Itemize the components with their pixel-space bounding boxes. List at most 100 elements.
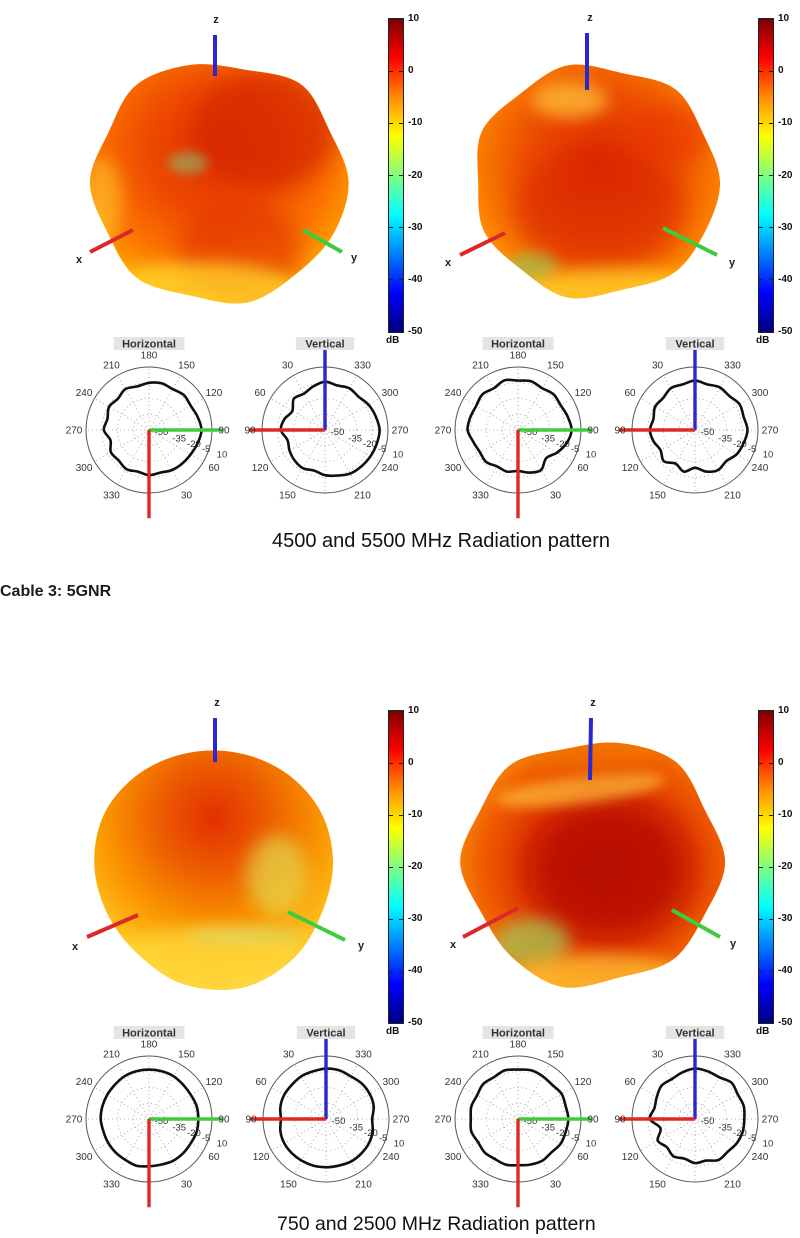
svg-text:90: 90 <box>244 426 256 437</box>
colorbar-tick-label: -20 <box>408 169 423 181</box>
polar-radial-labels: -50-35 -20 -5 10 <box>524 427 597 461</box>
y-axis-line <box>287 910 346 942</box>
svg-text:-20: -20 <box>556 1128 570 1139</box>
polar-angle-labels: 180 210 240 270 300 330 30 60 90 120 150 <box>66 351 230 502</box>
polar-title: Vertical <box>305 339 344 351</box>
svg-text:300: 300 <box>752 388 769 399</box>
svg-text:300: 300 <box>76 463 93 474</box>
colorbar-gradient <box>758 18 774 333</box>
svg-text:150: 150 <box>279 490 296 501</box>
svg-text:60: 60 <box>208 1152 220 1163</box>
svg-text:30: 30 <box>282 361 294 372</box>
svg-text:30: 30 <box>550 490 562 501</box>
x-axis-line <box>462 906 519 939</box>
svg-text:120: 120 <box>206 388 223 399</box>
colorbar-tick <box>759 175 763 176</box>
radiation-3d-plot-5500mhz: z x y <box>445 12 736 299</box>
svg-text:-5: -5 <box>202 444 210 455</box>
colorbar-tick-label: -30 <box>778 221 793 233</box>
svg-text:90: 90 <box>614 1115 626 1126</box>
colorbar-tick-label: 0 <box>408 757 414 768</box>
colorbar-tick <box>769 918 773 920</box>
svg-text:300: 300 <box>76 1152 93 1163</box>
svg-text:-35: -35 <box>718 1122 732 1133</box>
svg-text:120: 120 <box>575 388 592 399</box>
svg-text:-35: -35 <box>348 433 362 444</box>
svg-text:210: 210 <box>103 361 120 372</box>
z-axis-label: z <box>214 697 220 709</box>
polar-plot-horizontal-5500mhz: -50-35 -20 -5 10 180 210 240 270 300 330 30 60 90 120… <box>435 337 599 519</box>
colorbar-tick <box>759 710 763 712</box>
svg-text:270: 270 <box>435 426 452 437</box>
radiation-3d-plot-4500mhz: z x y <box>76 14 358 304</box>
svg-text:30: 30 <box>181 1179 193 1190</box>
svg-text:-20: -20 <box>364 1128 378 1139</box>
colorbar-tick <box>389 1022 393 1024</box>
y-axis-label: y <box>358 940 365 952</box>
svg-text:90: 90 <box>218 1115 230 1126</box>
svg-text:300: 300 <box>445 463 462 474</box>
colorbar-tick <box>389 970 393 972</box>
svg-text:210: 210 <box>472 361 489 372</box>
colorbar-tick <box>389 122 393 124</box>
x-axis-label: x <box>76 254 83 266</box>
polar-title: Vertical <box>306 1028 345 1040</box>
svg-text:-35: -35 <box>172 433 186 444</box>
svg-text:-35: -35 <box>349 1122 363 1133</box>
svg-text:330: 330 <box>103 490 120 501</box>
colorbar-tick <box>769 970 773 972</box>
colorbar-tick <box>389 710 393 712</box>
svg-text:150: 150 <box>547 361 564 372</box>
polar-title: Horizontal <box>122 1028 176 1040</box>
polar-plot-horizontal-4500mhz: -50-35 -20 -5 10 180 210 240 270 300 330 30 60 90 120… <box>66 337 230 519</box>
svg-text:150: 150 <box>649 490 666 501</box>
svg-text:10: 10 <box>217 450 228 461</box>
svg-text:180: 180 <box>141 1040 158 1051</box>
colorbar-tick <box>769 331 773 333</box>
x-axis-line <box>459 231 506 257</box>
polar-angle-labels: 180 210 240 270 300 330 30 60 90 120 150 <box>435 1040 599 1191</box>
radiation-pattern-curve <box>466 378 573 474</box>
colorbar-tick-label: -50 <box>778 326 793 337</box>
svg-text:-50: -50 <box>524 427 538 438</box>
svg-text:180: 180 <box>141 351 158 362</box>
z-axis-line <box>588 717 593 781</box>
polar-title-background <box>665 1026 725 1039</box>
polar-plot-horizontal-750mhz: -50-35 -20 -5 10 180 210 240 270 300 330 30 60 90 120… <box>66 1026 230 1208</box>
colorbar-tick <box>399 331 403 333</box>
svg-text:270: 270 <box>762 1115 779 1126</box>
z-axis-label: z <box>590 697 596 709</box>
colorbar-tick <box>759 227 763 229</box>
colorbar-tick <box>759 866 763 868</box>
svg-text:330: 330 <box>472 1179 489 1190</box>
colorbar-tick-label: -40 <box>408 273 423 285</box>
colorbar-tick <box>759 122 763 124</box>
svg-text:-5: -5 <box>748 444 756 455</box>
colorbar-tick <box>399 866 403 868</box>
colorbar-tick <box>759 918 763 920</box>
radiation-3d-plot-2500mhz: z x y <box>450 697 737 988</box>
polar-plot-vertical-750mhz: -50-35 -20 -5 10 30 60 90 120 150 210 240 270 300 330… <box>245 1026 410 1190</box>
colorbar-gradient <box>388 18 404 333</box>
svg-text:-35: -35 <box>541 433 555 444</box>
colorbar-tick-label: 10 <box>778 705 790 716</box>
polar-title: Vertical <box>675 339 714 351</box>
y-axis-label: y <box>729 257 736 269</box>
svg-text:-20: -20 <box>187 1128 201 1139</box>
colorbar-tick <box>389 866 393 868</box>
colorbar-tick <box>389 175 393 176</box>
polar-title-background <box>665 337 725 350</box>
svg-text:-20: -20 <box>187 439 201 450</box>
colorbar-gradient <box>758 710 774 1024</box>
svg-text:330: 330 <box>354 361 371 372</box>
colorbar-tick <box>399 762 403 764</box>
svg-text:270: 270 <box>435 1115 452 1126</box>
colorbar-tick-label: -40 <box>778 965 793 976</box>
svg-text:270: 270 <box>762 426 779 437</box>
x-axis-label: x <box>72 941 79 953</box>
z-axis-label: z <box>587 12 593 24</box>
colorbar-tick-label: -20 <box>778 169 793 181</box>
polar-radial-labels: -50-35 -20 -5 10 <box>701 427 774 461</box>
colorbar-tick-label: -20 <box>778 861 793 872</box>
colorbar-tick <box>399 18 403 20</box>
